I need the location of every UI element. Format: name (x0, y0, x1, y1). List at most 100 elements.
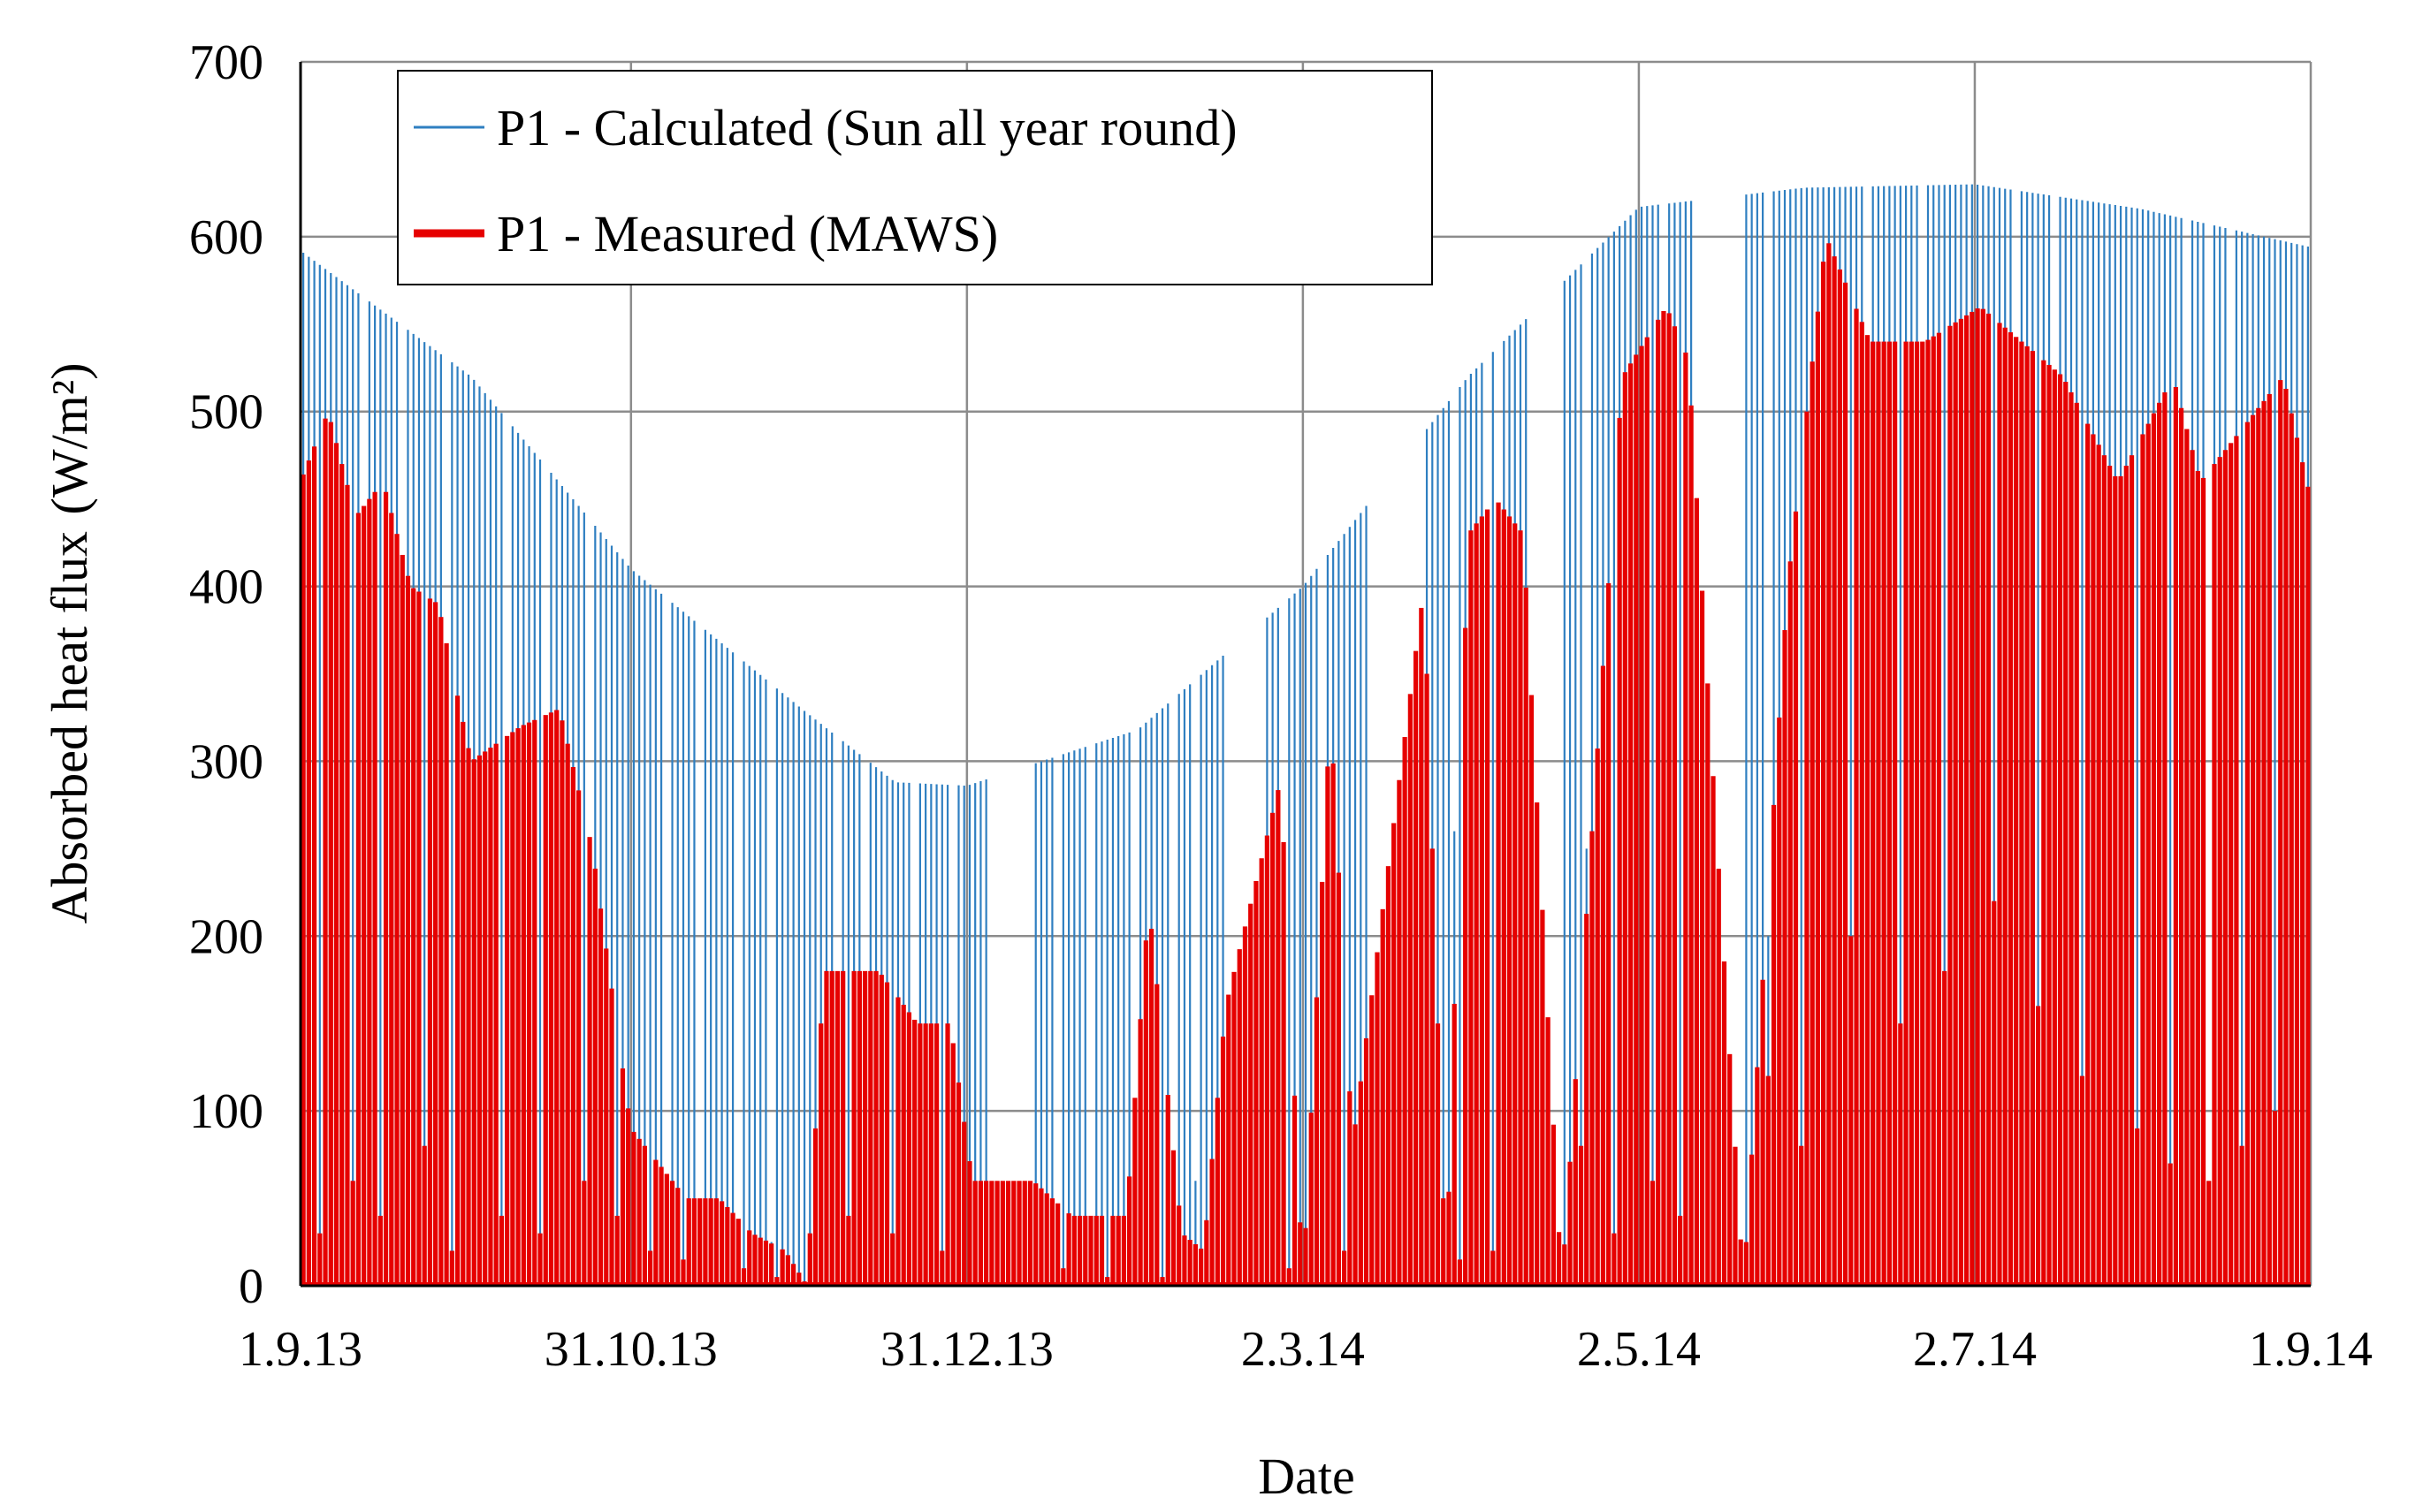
measured-bar (427, 598, 433, 1286)
measured-bar (735, 1219, 741, 1286)
measured-bar (1634, 354, 1639, 1287)
measured-bar (812, 1128, 819, 1286)
measured-bar (1441, 1198, 1446, 1286)
measured-bar (664, 1174, 669, 1286)
measured-bar (2123, 466, 2129, 1286)
measured-bar (1264, 835, 1270, 1286)
measured-bar (1397, 779, 1402, 1286)
measured-bar (653, 1159, 659, 1286)
measured-bar (1000, 1181, 1005, 1286)
measured-bar (719, 1201, 725, 1286)
measured-bar (1049, 1198, 1055, 1286)
y-axis-title: Absorbed heat flux (W/m²) (41, 362, 98, 923)
measured-bar (598, 908, 604, 1286)
measured-bar (1083, 1215, 1088, 1286)
measured-bar (1066, 1213, 1071, 1286)
measured-bar (1871, 341, 1876, 1287)
measured-bar (1490, 1250, 1496, 1286)
measured-bar (1336, 872, 1341, 1286)
measured-bar (1936, 332, 1942, 1286)
measured-bar (1562, 1244, 1567, 1286)
measured-bar (950, 1043, 956, 1286)
measured-bar (2140, 434, 2145, 1287)
measured-bar (1622, 372, 1627, 1287)
measured-bar (2030, 351, 2035, 1287)
measured-bar (1595, 748, 1600, 1286)
measured-bar (940, 1250, 945, 1286)
measured-bar (1886, 341, 1893, 1287)
measured-bar (923, 1023, 928, 1286)
measured-bar (1424, 673, 1429, 1286)
measured-bar (1980, 308, 1985, 1287)
measured-bar (306, 460, 311, 1286)
measured-bar (377, 1215, 383, 1286)
measured-bar (1160, 1277, 1165, 1286)
measured-bar (1022, 1181, 1027, 1286)
measured-bar (565, 743, 570, 1286)
measured-bar (2074, 402, 2079, 1287)
measured-bar (350, 1181, 355, 1286)
measured-bar (1369, 995, 1375, 1286)
measured-bar (1093, 1215, 1099, 1286)
measured-bar (499, 1215, 505, 1286)
measured-bar (1678, 1215, 1683, 1286)
measured-bar (636, 1138, 642, 1286)
measured-bar (1672, 326, 1678, 1287)
measured-bar (1573, 1079, 1578, 1286)
measured-bar (1061, 1268, 1066, 1286)
measured-bar (1220, 1037, 1226, 1286)
measured-bar (1138, 1019, 1143, 1286)
measured-bar (884, 982, 890, 1286)
measured-bar (1985, 313, 1992, 1286)
measured-bar (1281, 841, 1286, 1286)
measured-bar (2113, 475, 2118, 1286)
measured-bar (604, 948, 609, 1286)
measured-bar (532, 719, 537, 1286)
measured-bar (2200, 477, 2206, 1286)
measured-bar (488, 748, 493, 1286)
measured-bar (554, 710, 560, 1286)
measured-bar (1457, 1259, 1463, 1286)
measured-bar (345, 484, 350, 1286)
measured-bar (1523, 587, 1528, 1286)
measured-bar (2135, 1128, 2140, 1286)
measured-bar (1259, 858, 1264, 1286)
measured-bar (1363, 1037, 1369, 1286)
measured-bar (1627, 363, 1634, 1286)
y-tick-label: 500 (189, 385, 263, 440)
measured-bar (1132, 1098, 1138, 1286)
measured-bar (2024, 346, 2030, 1286)
measured-bar (355, 513, 362, 1286)
measured-bar (1975, 308, 1980, 1287)
measured-bar (769, 1243, 774, 1286)
measured-bar (829, 970, 834, 1286)
measured-bar (1859, 322, 1864, 1286)
measured-bar (890, 1233, 895, 1286)
measured-bar (647, 1250, 653, 1286)
measured-bar (1143, 940, 1148, 1286)
measured-bar (1650, 1181, 1656, 1286)
measured-bar (1528, 695, 1535, 1286)
y-tick-label: 400 (189, 560, 263, 615)
measured-bar (2096, 444, 2101, 1286)
measured-bar (1468, 530, 1474, 1286)
measured-bar (1942, 970, 1947, 1286)
measured-bar (2091, 434, 2096, 1287)
x-tick-label: 2.3.14 (1241, 1322, 1365, 1377)
measured-bar (796, 1273, 802, 1286)
measured-bar (2300, 462, 2305, 1286)
measured-bar (1683, 352, 1688, 1286)
measured-bar (1699, 590, 1705, 1286)
measured-bar (1644, 337, 1650, 1286)
measured-bar (1127, 1176, 1132, 1286)
measured-bar (444, 642, 449, 1286)
measured-bar (1606, 582, 1612, 1286)
measured-bar (1992, 900, 1997, 1286)
measured-bar (2261, 400, 2267, 1286)
measured-bar (515, 728, 521, 1286)
measured-bar (1402, 737, 1407, 1286)
measured-bar (1782, 630, 1787, 1286)
measured-bar (1165, 1095, 1170, 1286)
measured-bar (493, 743, 499, 1286)
y-tick-label: 600 (189, 210, 263, 265)
